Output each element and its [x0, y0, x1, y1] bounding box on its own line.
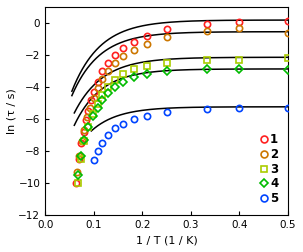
Legend: 1, 2, 3, 4, 5: 1, 2, 3, 4, 5: [258, 130, 282, 209]
4: [113, 85, 116, 88]
3: [238, 58, 241, 61]
Line: 5: 5: [91, 105, 291, 164]
1: [92, 90, 95, 93]
Line: 2: 2: [74, 25, 291, 175]
3: [106, 85, 110, 88]
4: [132, 76, 135, 79]
2: [92, 97, 95, 100]
Line: 1: 1: [73, 18, 291, 186]
3: [76, 181, 79, 184]
1: [145, 34, 149, 37]
3: [91, 112, 95, 115]
2: [77, 154, 81, 157]
4: [101, 98, 104, 101]
5: [132, 117, 135, 120]
4: [121, 81, 125, 84]
2: [80, 140, 83, 143]
2: [101, 77, 104, 80]
4: [79, 154, 83, 157]
1: [205, 22, 208, 25]
1: [106, 61, 110, 64]
4: [165, 69, 168, 72]
1: [238, 21, 241, 24]
2: [75, 170, 78, 173]
3: [286, 56, 290, 59]
1: [87, 109, 90, 112]
5: [286, 106, 290, 109]
2: [132, 49, 135, 52]
1: [79, 141, 83, 144]
4: [145, 73, 149, 76]
3: [121, 73, 125, 76]
1: [74, 181, 78, 184]
4: [76, 173, 79, 176]
4: [87, 125, 90, 128]
5: [238, 107, 241, 110]
2: [238, 26, 241, 29]
1: [121, 47, 125, 50]
3: [96, 103, 99, 106]
1: [96, 81, 99, 84]
4: [96, 106, 99, 109]
3: [79, 157, 83, 160]
1: [113, 53, 116, 56]
4: [286, 69, 290, 72]
3: [101, 93, 104, 96]
2: [113, 61, 116, 64]
4: [91, 114, 95, 117]
4: [238, 68, 241, 71]
1: [286, 20, 290, 23]
3: [83, 140, 86, 143]
1: [165, 28, 168, 31]
2: [96, 87, 99, 90]
2: [106, 69, 110, 72]
4: [205, 68, 208, 71]
1: [77, 157, 81, 160]
Y-axis label: ln (τ / s): ln (τ / s): [7, 88, 17, 134]
5: [92, 159, 95, 162]
3: [87, 125, 90, 128]
4: [106, 92, 110, 95]
2: [286, 31, 290, 34]
5: [165, 111, 168, 114]
1: [101, 69, 104, 72]
2: [82, 129, 86, 132]
5: [106, 133, 110, 136]
5: [145, 114, 149, 117]
2: [205, 29, 208, 33]
Line: 3: 3: [75, 55, 291, 186]
3: [205, 58, 208, 61]
1: [89, 98, 93, 101]
3: [132, 68, 135, 71]
5: [101, 141, 104, 144]
5: [113, 127, 116, 130]
2: [145, 42, 149, 45]
4: [83, 138, 86, 141]
3: [165, 61, 168, 64]
3: [145, 65, 149, 68]
5: [205, 108, 208, 111]
Line: 4: 4: [75, 67, 291, 177]
2: [121, 55, 125, 58]
X-axis label: 1 / T (1 / K): 1 / T (1 / K): [136, 235, 197, 245]
5: [96, 149, 99, 152]
1: [84, 119, 88, 122]
1: [132, 41, 135, 44]
1: [82, 130, 85, 133]
2: [165, 36, 168, 39]
2: [88, 106, 92, 109]
5: [121, 122, 125, 125]
3: [113, 79, 116, 82]
2: [85, 116, 89, 119]
